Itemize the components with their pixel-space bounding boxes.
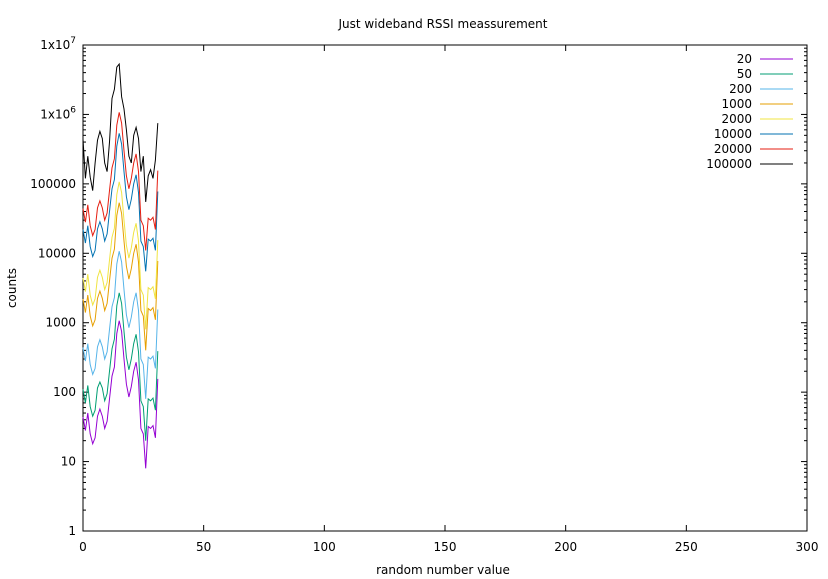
y-tick-label: 10000 <box>38 246 76 260</box>
legend-label: 50 <box>737 67 752 81</box>
x-tick-label: 150 <box>434 540 457 554</box>
y-axis-label: counts <box>5 268 19 308</box>
x-axis-label: random number value <box>376 563 510 577</box>
y-tick-label: 1 <box>68 524 76 538</box>
y-tick-label: 1x106 <box>40 105 76 121</box>
legend-label: 200 <box>729 82 752 96</box>
series-line-50 <box>82 292 159 441</box>
series-line-20000 <box>82 112 159 251</box>
x-tick-label: 100 <box>313 540 336 554</box>
series-line-200 <box>82 251 159 399</box>
y-tick-label: 1000 <box>45 316 76 330</box>
x-tick-label: 50 <box>196 540 211 554</box>
series-line-100000 <box>82 62 159 202</box>
y-tick-label: 10 <box>61 455 76 469</box>
y-tick-label: 1x107 <box>40 36 76 52</box>
axis-ticks <box>82 44 808 532</box>
x-tick-label: 300 <box>796 540 819 554</box>
series-line-2000 <box>82 181 159 330</box>
legend-label: 20000 <box>714 142 752 156</box>
plot-frame <box>82 44 808 532</box>
x-tick-label: 0 <box>79 540 87 554</box>
series-line-20 <box>82 320 159 469</box>
legend-label: 100000 <box>706 157 752 171</box>
x-tick-label: 250 <box>675 540 698 554</box>
legend-label: 10000 <box>714 127 752 141</box>
y-tick-label: 100 <box>53 385 76 399</box>
chart-title: Just wideband RSSI meassurement <box>338 17 548 31</box>
legend-label: 20 <box>737 52 752 66</box>
series-lines <box>82 62 159 469</box>
series-line-1000 <box>82 202 159 351</box>
tick-labels: 0 50 100 150 200 250 300 1 10 100 1000 10000 100000 1… <box>30 36 818 554</box>
y-tick-label: 100000 <box>30 177 76 191</box>
series-line-10000 <box>82 133 159 272</box>
legend-label: 2000 <box>721 112 752 126</box>
legend-label: 1000 <box>721 97 752 111</box>
x-tick-label: 200 <box>554 540 577 554</box>
